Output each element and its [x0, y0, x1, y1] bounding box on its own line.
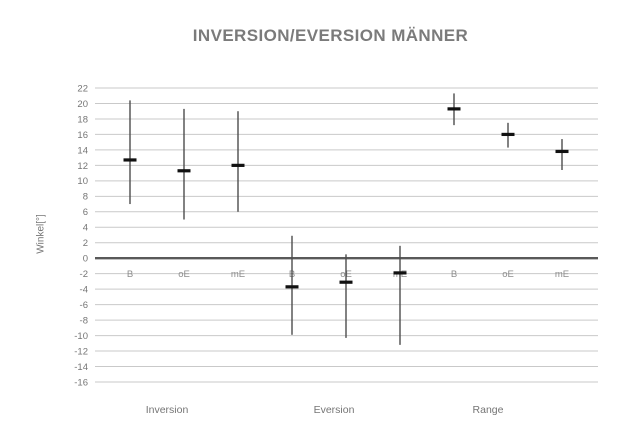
y-tick-label: 12: [77, 161, 88, 172]
median-marker: [393, 271, 407, 275]
y-tick-label: 22: [77, 83, 88, 94]
y-tick-label: 8: [83, 192, 88, 203]
y-tick-label: -16: [74, 377, 88, 388]
median-marker: [555, 149, 569, 154]
group-label: Inversion: [146, 404, 189, 416]
y-tick-label: 4: [83, 223, 88, 234]
category-label: B: [127, 269, 133, 280]
category-label: mE: [231, 269, 245, 280]
category-label: oE: [502, 269, 514, 280]
median-marker: [177, 169, 191, 173]
y-tick-label: -8: [80, 316, 88, 327]
category-label: oE: [178, 269, 190, 280]
median-marker: [231, 163, 245, 167]
y-tick-label: -12: [74, 346, 88, 357]
y-tick-label: 10: [77, 176, 88, 187]
y-tick-label: 2: [83, 238, 88, 249]
chart-title: INVERSION/EVERSION MÄNNER: [192, 26, 469, 45]
median-marker: [447, 107, 461, 111]
y-tick-label: -2: [80, 269, 88, 280]
y-tick-label: 0: [83, 254, 88, 265]
median-marker: [501, 132, 515, 137]
y-tick-label: 18: [77, 114, 88, 125]
y-tick-label: 16: [77, 130, 88, 141]
y-tick-label: 14: [77, 145, 88, 156]
y-tick-label: -14: [74, 362, 88, 373]
median-marker: [123, 158, 137, 162]
category-label: mE: [555, 269, 569, 280]
y-tick-label: -4: [80, 285, 88, 296]
median-marker: [285, 285, 299, 289]
y-tick-label: -6: [80, 300, 88, 311]
y-tick-label: 20: [77, 99, 88, 110]
group-label: Eversion: [314, 404, 355, 416]
category-label: B: [451, 269, 457, 280]
y-tick-label: 6: [83, 207, 88, 218]
group-label: Range: [473, 404, 504, 416]
median-marker: [339, 280, 353, 284]
y-tick-label: -10: [74, 331, 88, 342]
